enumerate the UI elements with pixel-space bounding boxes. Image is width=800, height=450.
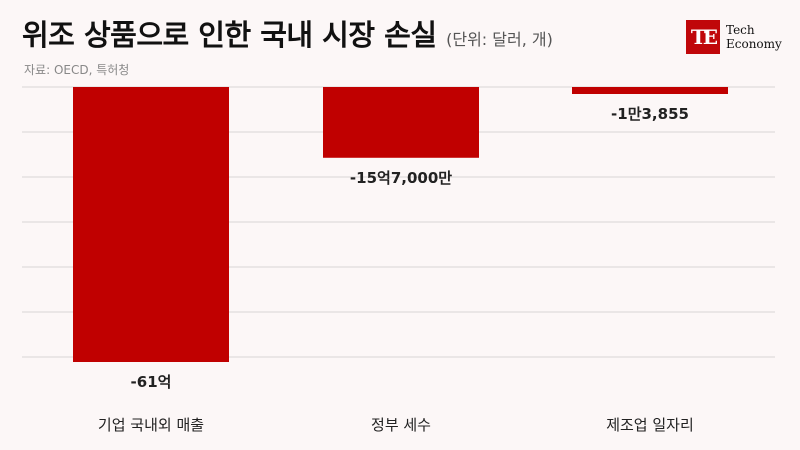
data-label-2: -15억7,000만 xyxy=(350,169,452,187)
bar-1 xyxy=(73,87,229,362)
category-label-1: 기업 국내외 매출 xyxy=(98,416,204,434)
data-label-3: -1만3,855 xyxy=(611,105,689,123)
chart-title: 위조 상품으로 인한 국내 시장 손실 (단위: 달러, 개) xyxy=(22,12,553,54)
title-text: 위조 상품으로 인한 국내 시장 손실 xyxy=(22,18,437,52)
data-label-1: -61억 xyxy=(131,373,172,391)
category-label-2: 정부 세수 xyxy=(371,416,431,434)
logo-line1: Tech xyxy=(726,23,755,37)
logo-mark: TE xyxy=(686,20,720,54)
category-label-3: 제조업 일자리 xyxy=(606,416,694,434)
bar-2 xyxy=(323,87,479,158)
source-note: 자료: OECD, 특허청 xyxy=(24,63,130,77)
unit-note: (단위: 달러, 개) xyxy=(446,30,553,49)
bar-3 xyxy=(572,87,728,94)
logo-line2: Economy xyxy=(726,37,782,51)
tech-economy-logo: TE Tech Economy xyxy=(686,20,782,54)
logo-wordmark: Tech Economy xyxy=(726,23,782,51)
